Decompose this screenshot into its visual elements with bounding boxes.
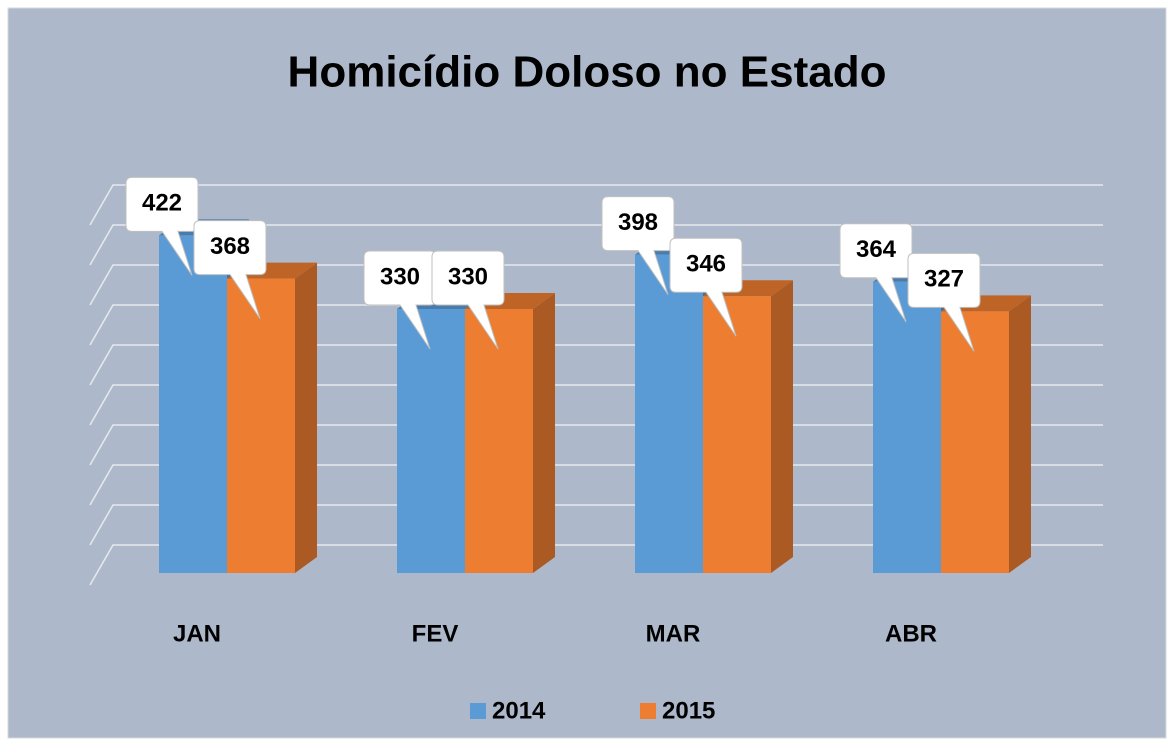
data-label: 327 [924,266,964,293]
data-label: 330 [448,263,488,290]
x-tick-label: JAN [173,620,221,647]
bar [703,296,771,573]
bar [159,235,227,573]
data-label-callout [669,237,743,337]
data-label-callout [907,252,981,352]
bar [465,309,533,573]
bar-side [295,262,317,573]
bar-side [533,293,555,573]
x-tick-label: FEV [412,620,459,647]
legend-label: 2014 [492,697,546,724]
chart-title: Homicídio Doloso no Estado [288,48,887,97]
data-label: 330 [380,263,420,290]
data-label-callout [193,220,267,319]
legend-swatch [640,703,656,719]
x-tick-label: MAR [646,620,701,647]
legend-label: 2015 [662,697,715,724]
legend-swatch [470,703,486,719]
grid-line [89,184,1103,226]
bar [873,281,941,573]
bar-side [771,280,793,573]
data-label-callout [839,223,913,323]
bar [397,309,465,573]
bar [941,311,1009,573]
bar-side [1009,295,1031,573]
x-tick-label: ABR [885,620,937,647]
data-label-callout [431,250,505,350]
data-label: 346 [686,251,726,278]
data-label: 364 [856,236,897,263]
data-label-callout [125,176,199,276]
data-label-callout [601,196,675,295]
data-label: 368 [210,233,250,260]
grid-line [89,224,1103,266]
bar [635,254,703,573]
grid-line [89,264,1103,306]
data-label: 422 [142,190,182,217]
bar [227,278,295,573]
data-label: 398 [618,209,658,236]
